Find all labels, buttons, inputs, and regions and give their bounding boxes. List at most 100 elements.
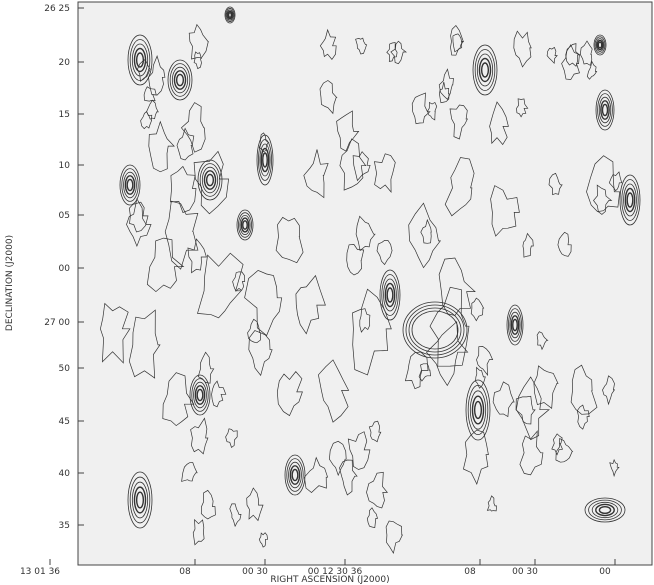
source-contour: [193, 381, 207, 409]
source-contour: [135, 491, 145, 509]
diffuse-contour: [476, 346, 494, 377]
diffuse-contour: [244, 269, 283, 337]
diffuse-contour: [533, 365, 559, 409]
diffuse-contour: [373, 153, 396, 193]
diffuse-contour: [304, 456, 329, 493]
source-contour: [510, 315, 520, 335]
diffuse-contour: [176, 127, 195, 161]
diffuse-contour: [192, 518, 205, 546]
diffuse-contour: [143, 86, 157, 102]
diffuse-contour: [368, 420, 382, 443]
source-contour: [260, 147, 270, 173]
y-tick-label: 50: [59, 364, 71, 374]
source-contour: [126, 178, 134, 192]
source-contour: [474, 49, 496, 91]
source-contour: [593, 34, 607, 56]
diffuse-contour: [536, 331, 549, 351]
diffuse-contour: [181, 462, 198, 482]
diffuse-contour: [522, 232, 534, 258]
source-contour: [127, 471, 153, 529]
diffuse-contour: [565, 43, 581, 67]
source-contour: [133, 486, 147, 514]
source-contour: [379, 269, 401, 321]
source-contour: [194, 385, 206, 405]
source-contour: [626, 192, 634, 208]
diffuse-contour: [126, 197, 152, 248]
diffuse-contour: [404, 351, 429, 390]
diffuse-contour: [593, 184, 613, 215]
x-tick-label: 00: [599, 567, 611, 577]
diffuse-contour: [576, 404, 590, 430]
diffuse-contour: [319, 80, 338, 115]
source-contour: [289, 465, 301, 485]
source-contour: [584, 497, 626, 523]
diffuse-contour: [426, 321, 469, 387]
diffuse-contour: [475, 366, 486, 389]
ring-contour: [411, 310, 459, 350]
diffuse-contour: [546, 46, 558, 65]
diffuse-contour: [193, 150, 229, 215]
diffuse-contour: [366, 507, 378, 529]
diffuse-contour: [609, 458, 620, 478]
x-tick-label: 08: [464, 567, 476, 577]
source-contour: [119, 164, 141, 206]
diffuse-contour: [197, 351, 215, 384]
source-contour: [127, 34, 153, 86]
diffuse-contour: [449, 104, 468, 140]
source-contour: [600, 100, 610, 120]
diffuse-contour: [188, 23, 209, 60]
x-tick-label: 00 12 30 36: [308, 567, 363, 577]
diffuse-contour: [180, 102, 206, 153]
source-contour: [242, 220, 248, 230]
diffuse-contour: [347, 431, 371, 470]
diffuse-contour: [187, 238, 207, 274]
source-contour: [286, 458, 304, 492]
source-contour: [226, 9, 234, 21]
diffuse-contour: [190, 417, 209, 455]
diffuse-contour: [258, 132, 270, 153]
source-contour: [476, 53, 494, 87]
diffuse-contour: [519, 430, 544, 476]
diffuse-contour: [258, 532, 269, 548]
diffuse-contour: [339, 459, 358, 496]
source-contour: [472, 44, 498, 96]
source-contour: [291, 468, 299, 482]
diffuse-contour: [336, 110, 360, 152]
source-contour: [175, 73, 185, 87]
y-tick-label: 15: [59, 110, 70, 120]
source-contour: [238, 212, 252, 238]
source-contour: [598, 505, 612, 515]
diffuse-contour: [200, 489, 216, 520]
x-axis-label: RIGHT ASCENSION (J2000): [270, 575, 389, 585]
diffuse-contour: [420, 218, 432, 244]
diffuse-contour: [427, 101, 438, 121]
source-contour: [133, 47, 147, 73]
diffuse-contour: [515, 395, 536, 425]
diffuse-contour: [450, 24, 464, 56]
y-tick-label: 00: [59, 264, 71, 274]
diffuse-contour: [162, 372, 195, 427]
diffuse-contour: [516, 98, 529, 118]
source-contour: [239, 214, 251, 235]
diffuse-contour: [197, 252, 244, 319]
diffuse-contour: [490, 185, 520, 237]
diffuse-contour: [193, 51, 202, 70]
source-contour: [262, 152, 268, 168]
diffuse-contour: [579, 40, 593, 66]
diffuse-contour: [408, 202, 442, 269]
source-contour: [597, 93, 613, 127]
source-contour: [596, 39, 604, 51]
source-contour: [591, 501, 619, 519]
source-contour: [203, 170, 217, 190]
source-contour: [191, 378, 209, 412]
diffuse-contour: [390, 40, 408, 65]
diffuse-contour: [515, 376, 550, 441]
source-contour: [129, 39, 151, 81]
source-contour: [205, 173, 215, 187]
diffuse-contour: [295, 274, 326, 335]
diffuse-contour: [570, 364, 598, 415]
diffuse-contour: [148, 120, 175, 173]
diffuse-contour: [438, 257, 476, 316]
diffuse-contour: [232, 271, 246, 292]
